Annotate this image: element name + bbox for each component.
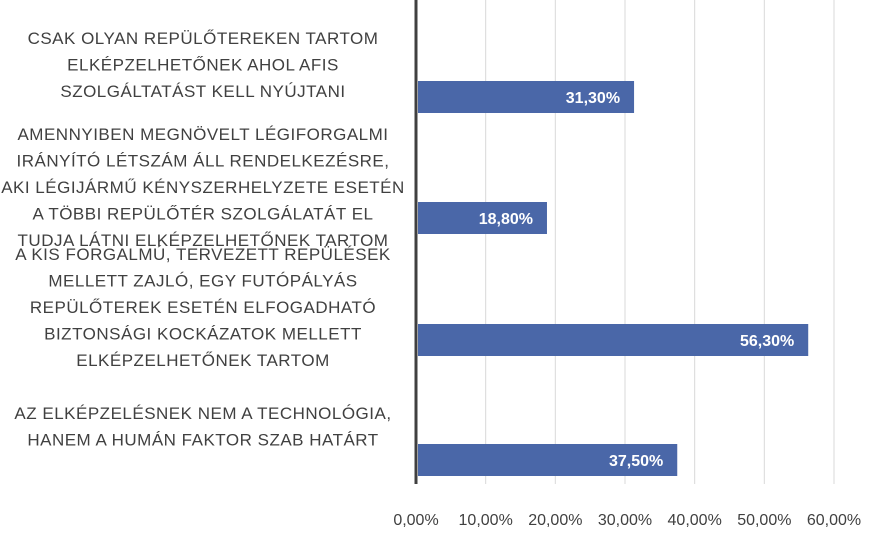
category-label-line: IRÁNYÍTÓ LÉTSZÁM ÁLL RENDELKEZÉSRE, — [16, 152, 389, 171]
category-label-line: REPÜLŐTEREK ESETÉN ELFOGADHATÓ — [30, 298, 376, 317]
category-label-line: AMENNYIBEN MEGNÖVELT LÉGIFORGALMI — [17, 125, 388, 144]
category-label-line: SZOLGÁLTATÁST KELL NYÚJTANI — [60, 82, 345, 101]
x-tick-label: 10,00% — [459, 512, 513, 529]
x-tick-label: 60,00% — [807, 512, 861, 529]
x-tick-labels: 0,00% 10,00% 20,00% 30,00% 40,00% 50,00% 60,00… — [393, 512, 861, 529]
data-labels: 31,30% 18,80% 56,30% 37,50% — [479, 90, 795, 470]
data-label: 18,80% — [479, 211, 533, 228]
bar — [418, 444, 678, 476]
bar — [418, 81, 635, 113]
category-label-line: A TÖBBI REPÜLŐTÉR SZOLGÁLATÁT EL — [33, 205, 374, 224]
data-label: 56,30% — [740, 333, 794, 350]
x-tick-label: 30,00% — [598, 512, 652, 529]
category-label-line: A KIS FORGALMÚ, TERVEZETT REPÜLÉSEK — [15, 245, 391, 264]
category-label-line: BIZTONSÁGI KOCKÁZATOK MELLETT — [44, 325, 362, 344]
bars — [418, 81, 809, 476]
x-tick-label: 50,00% — [737, 512, 791, 529]
gridlines — [485, 0, 835, 484]
x-tick-label: 0,00% — [393, 512, 438, 529]
category-labels: CSAK OLYAN REPÜLŐTEREKEN TARTOM ELKÉPZELH… — [1, 29, 405, 450]
data-label: 37,50% — [609, 453, 663, 470]
x-tick-label: 40,00% — [668, 512, 722, 529]
data-label: 31,30% — [566, 90, 620, 107]
x-tick-label: 20,00% — [528, 512, 582, 529]
bar — [418, 202, 547, 234]
category-label-line: CSAK OLYAN REPÜLŐTEREKEN TARTOM — [28, 29, 379, 48]
category-label-line: AKI LÉGIJÁRMŰ KÉNYSZERHELYZETE ESETÉN — [1, 178, 405, 197]
category-label-line: TUDJA LÁTNI ELKÉPZELHETŐNEK TARTOM — [18, 231, 389, 250]
category-label-line: MELLETT ZAJLÓ, EGY FUTÓPÁLYÁS — [48, 272, 357, 291]
category-label-line: ELKÉPZELHETŐNEK TARTOM — [76, 351, 329, 370]
bar — [418, 324, 809, 356]
category-label-line: AZ ELKÉPZELÉSNEK NEM A TECHNOLÓGIA, — [14, 404, 391, 423]
category-label-line: ELKÉPZELHETŐNEK AHOL AFIS — [67, 56, 339, 75]
category-label-line: HANEM A HUMÁN FAKTOR SZAB HATÁRT — [27, 431, 378, 450]
